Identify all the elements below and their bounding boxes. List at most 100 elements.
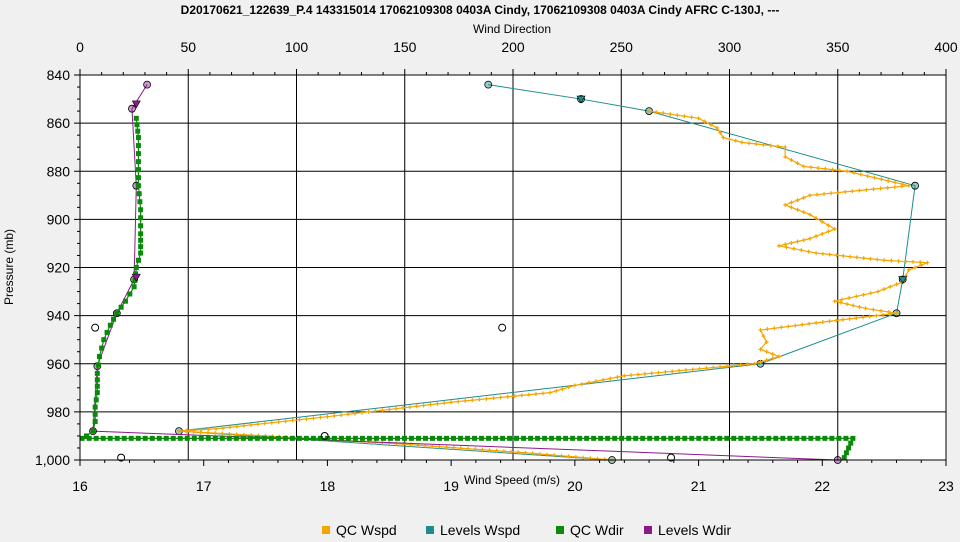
legend-item-qc-wdir: QC Wdir [556, 522, 624, 538]
data-point [661, 435, 667, 441]
data-point [373, 409, 378, 414]
data-point [380, 408, 385, 413]
data-point [795, 239, 800, 244]
data-point [227, 431, 232, 436]
left-tick-label: 920 [47, 260, 71, 276]
data-point [875, 257, 880, 262]
data-point [881, 312, 886, 317]
data-point [191, 435, 197, 441]
data-point [556, 435, 562, 441]
legend-label: QC Wspd [336, 522, 397, 538]
data-point [94, 383, 100, 389]
data-point [135, 159, 141, 165]
data-point [228, 425, 233, 430]
data-point [871, 307, 876, 312]
data-point [138, 237, 144, 243]
data-point [213, 431, 218, 436]
data-point [787, 435, 793, 441]
top-tick-label: 250 [610, 39, 634, 55]
data-point [310, 435, 316, 441]
data-point [918, 260, 923, 265]
data-point [170, 435, 176, 441]
data-point [776, 243, 781, 248]
data-point [487, 448, 492, 453]
data-point [882, 258, 887, 263]
data-point [717, 435, 723, 441]
data-point [325, 414, 330, 419]
data-point [458, 446, 463, 451]
data-point [563, 435, 569, 441]
data-point [800, 322, 805, 327]
data-point [451, 435, 457, 441]
data-point [269, 420, 274, 425]
data-point [764, 358, 769, 363]
data-point [702, 119, 707, 124]
data-point [509, 449, 514, 454]
data-point [135, 128, 141, 134]
data-point [484, 396, 489, 401]
open-marker [117, 453, 126, 462]
data-point [221, 425, 226, 430]
data-point [537, 451, 542, 456]
data-point [331, 435, 337, 441]
data-point [689, 115, 694, 120]
data-point [752, 361, 757, 366]
data-point [764, 340, 769, 345]
data-point [738, 363, 743, 368]
data-point [656, 370, 661, 375]
data-point [668, 435, 674, 441]
data-point [875, 289, 880, 294]
data-point [834, 253, 839, 258]
data-point [519, 393, 524, 398]
data-point [466, 446, 471, 451]
data-point [759, 435, 765, 441]
data-point [407, 405, 412, 410]
data-point [868, 256, 873, 261]
data-point [437, 435, 443, 441]
data-point [841, 253, 846, 258]
data-point [808, 165, 813, 170]
data-point [99, 345, 105, 351]
data-point [815, 435, 821, 441]
triangle-marker [131, 273, 141, 282]
data-point [857, 304, 862, 309]
data-point [579, 382, 584, 387]
data-point [101, 337, 107, 343]
data-point [814, 251, 819, 256]
data-point [765, 327, 770, 332]
data-point [135, 183, 141, 189]
data-point [878, 186, 883, 191]
data-point [240, 435, 246, 441]
data-point [156, 435, 162, 441]
data-point [132, 277, 138, 283]
data-point [822, 191, 827, 196]
data-point [894, 282, 899, 287]
data-point [843, 189, 848, 194]
data-point [697, 366, 702, 371]
data-point [854, 316, 859, 321]
data-point [882, 287, 887, 292]
legend-item-levels-wspd: Levels Wspd [426, 522, 520, 538]
data-point [640, 435, 646, 441]
left-tick-label: 900 [47, 211, 71, 227]
data-point [919, 263, 924, 268]
data-point [724, 435, 730, 441]
data-point [566, 385, 571, 390]
bottom-tick-label: 18 [320, 478, 336, 494]
data-point [745, 435, 751, 441]
data-point [696, 116, 701, 121]
legend-swatch [556, 526, 564, 534]
data-point [894, 311, 899, 316]
data-point [845, 169, 850, 174]
data-point [437, 444, 442, 449]
left-tick-label: 840 [47, 67, 71, 83]
data-point [683, 368, 688, 373]
data-point [801, 164, 806, 169]
data-point [925, 260, 930, 265]
data-point [142, 435, 148, 441]
data-point [241, 423, 246, 428]
data-point [559, 453, 564, 458]
data-point [247, 435, 253, 441]
data-point [373, 435, 379, 441]
data-point [721, 135, 726, 140]
